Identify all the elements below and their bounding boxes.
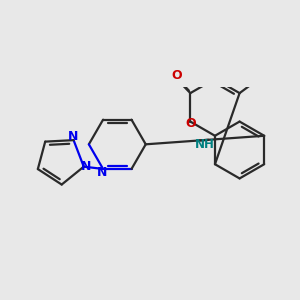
Text: NH: NH xyxy=(195,138,215,151)
Text: N: N xyxy=(97,166,108,179)
Text: N: N xyxy=(81,160,91,172)
Text: O: O xyxy=(185,117,196,130)
Text: O: O xyxy=(171,69,182,82)
Text: N: N xyxy=(68,130,78,143)
